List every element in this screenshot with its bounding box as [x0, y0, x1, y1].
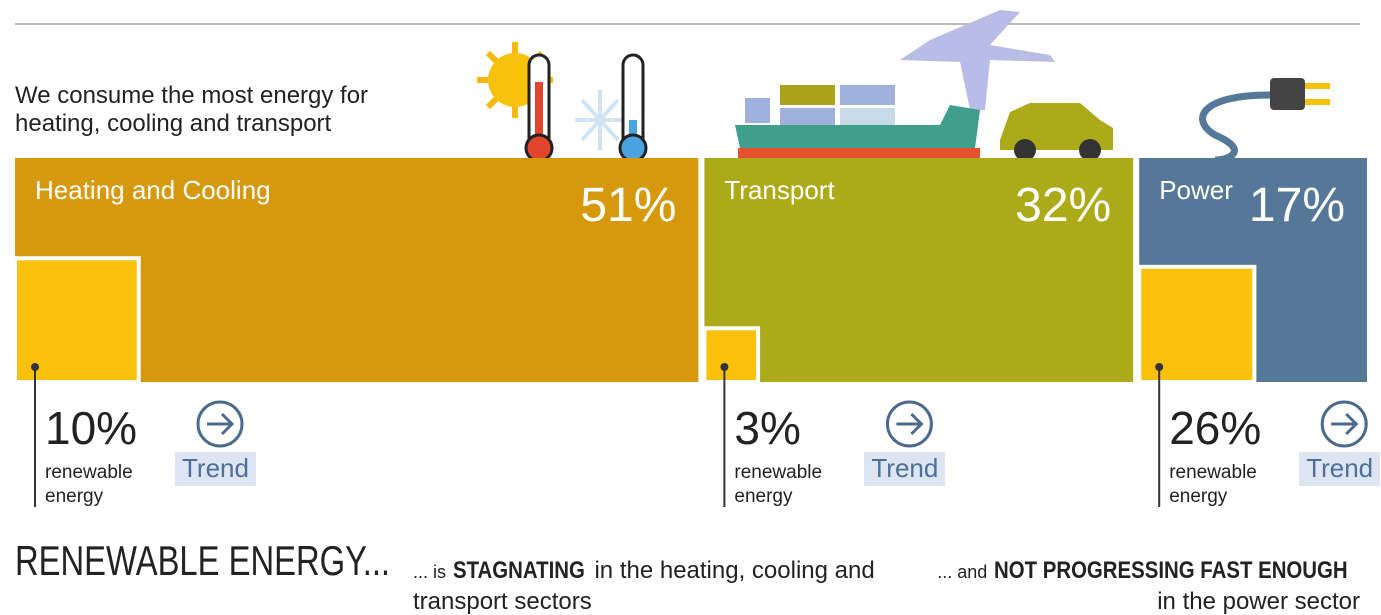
note-rest: in the power sector: [1157, 588, 1360, 615]
renewable-value: 26%: [1169, 402, 1262, 454]
segment-name: Transport: [724, 175, 835, 205]
segment-value: 32%: [1015, 179, 1112, 232]
trend-arrow: [896, 412, 924, 436]
trend-button[interactable]: Trend: [175, 452, 256, 486]
renewable-name: renewable energy: [45, 462, 133, 507]
trend-icon: [885, 400, 933, 448]
segment-value: 17%: [1248, 179, 1345, 232]
note-lead: ... and: [937, 562, 988, 582]
transport-icon: [735, 10, 1113, 161]
renewable-square: [1137, 264, 1257, 385]
pointer-dot: [1155, 363, 1164, 371]
power-icon: [1199, 78, 1330, 164]
segment: [704, 158, 1134, 382]
renewable-square: [702, 326, 761, 385]
pointer-dot: [720, 363, 729, 371]
trend-button[interactable]: Trend: [1299, 452, 1381, 486]
trend-arrow: [207, 412, 235, 436]
trend-icon: [196, 400, 244, 448]
pointer-dot: [31, 363, 39, 371]
note-bold: STAGNATING: [452, 557, 585, 584]
note-rest: in the heating, cooling and transport se…: [413, 557, 875, 615]
title: We consume the most energy for heating, …: [15, 82, 369, 137]
trend-button[interactable]: Trend: [864, 452, 946, 486]
heating-icon: [477, 42, 648, 163]
footer-heading: RENEWABLE ENERGY...: [15, 537, 391, 584]
note-lead: ... is: [413, 562, 447, 582]
renewable-value: 3%: [734, 402, 801, 454]
note-bold: NOT PROGRESSING FAST ENOUGH: [993, 557, 1348, 584]
footer-note: ... is STAGNATING in the heating, coolin…: [413, 556, 883, 615]
segment-name: Power: [1159, 175, 1233, 205]
renewable-name: renewable energy: [734, 462, 823, 507]
trend-icon: [1320, 400, 1368, 448]
renewable-name: renewable energy: [1169, 462, 1257, 507]
renewable-square: [13, 256, 141, 385]
renewable-value: 10%: [45, 402, 138, 454]
segment-name: Heating and Cooling: [35, 175, 271, 205]
trend-arrow: [1331, 412, 1359, 436]
footer-note: ... and NOT PROGRESSING FAST ENOUGH in t…: [912, 556, 1360, 615]
segment-value: 51%: [580, 179, 677, 232]
